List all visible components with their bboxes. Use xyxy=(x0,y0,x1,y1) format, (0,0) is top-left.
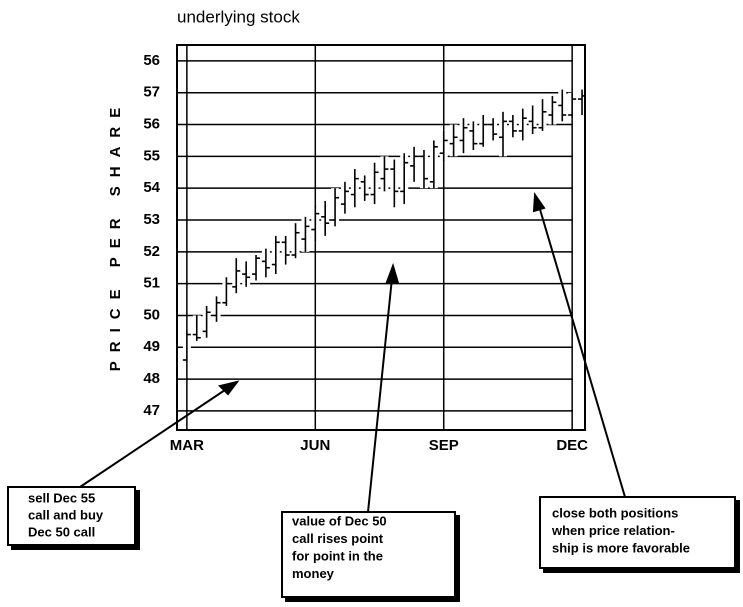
ohlc-bar xyxy=(528,105,537,135)
y-tick-label: 54 xyxy=(143,179,160,196)
annotation-text: sell Dec 55 xyxy=(28,490,95,505)
ohlc-bar xyxy=(538,99,547,131)
ohlc-bar xyxy=(518,108,527,141)
annotation-text: call rises point xyxy=(292,531,384,546)
annotation-text: value of Dec 50 xyxy=(292,513,387,528)
y-tick-label: 48 xyxy=(143,370,160,387)
ohlc-bar xyxy=(182,328,191,364)
ohlc-bar xyxy=(291,223,300,259)
y-tick-label: 57 xyxy=(143,84,160,101)
ohlc-bar xyxy=(459,118,468,154)
ohlc-bar xyxy=(261,248,270,278)
arrow-line xyxy=(367,277,393,513)
x-tick-label: SEP xyxy=(429,437,459,454)
ohlc-bar xyxy=(271,235,280,275)
ohlc-bar xyxy=(469,121,478,150)
x-tick-label: DEC xyxy=(556,437,588,454)
ohlc-bar xyxy=(301,216,310,252)
ohlc-bar xyxy=(202,305,211,338)
ohlc-bar xyxy=(212,296,221,322)
ohlc-bar xyxy=(281,235,290,265)
ohlc-bar xyxy=(400,153,409,205)
arrow-head xyxy=(218,380,240,396)
plot-frame xyxy=(176,44,586,431)
plot-area xyxy=(177,45,587,430)
y-tick-label: 49 xyxy=(143,338,160,355)
ohlc-bar xyxy=(558,89,567,122)
arrow-head xyxy=(385,262,400,285)
ohlc-bar xyxy=(410,146,419,182)
ohlc-bar xyxy=(232,258,241,294)
ohlc-bar xyxy=(321,200,330,236)
ohlc-bar xyxy=(331,188,340,227)
annotation-box xyxy=(539,496,736,569)
ohlc-bar xyxy=(429,140,438,189)
ohlc-bar xyxy=(419,150,428,189)
annotation-text: call and buy xyxy=(28,507,104,522)
y-tick-label: 47 xyxy=(143,402,160,419)
ohlc-bar xyxy=(499,111,508,157)
ohlc-bar xyxy=(439,130,448,163)
y-tick-label: 51 xyxy=(143,275,160,292)
ohlc-bar xyxy=(380,156,389,192)
y-tick-label: 56 xyxy=(143,52,160,69)
ohlc-bar xyxy=(350,169,359,208)
ohlc-bar xyxy=(479,115,488,147)
ohlc-bar xyxy=(192,315,201,341)
y-tick-label: 53 xyxy=(143,211,160,228)
ohlc-bar xyxy=(508,115,517,138)
ohlc-bar xyxy=(360,175,369,201)
y-tick-label: 56 xyxy=(143,116,160,133)
annotation-text: for point in the xyxy=(292,548,383,563)
ohlc-bar xyxy=(252,255,261,281)
arrow-head xyxy=(532,192,546,213)
ohlc-bar xyxy=(489,118,498,141)
arrow-line xyxy=(538,205,626,498)
ohlc-bar xyxy=(311,204,320,243)
ohlc-bar xyxy=(548,95,557,125)
y-axis-label: PRICE PER SHARE xyxy=(107,99,124,372)
annotation-text: when price relation- xyxy=(551,523,675,538)
annotation-text: close both positions xyxy=(552,505,678,520)
annotation-box xyxy=(281,511,456,598)
x-tick-label: JUN xyxy=(300,437,330,454)
ohlc-bar xyxy=(222,277,231,306)
annotation-graphics xyxy=(7,192,740,602)
ohlc-bar xyxy=(340,181,349,214)
annotation-text: ship is more favorable xyxy=(552,540,690,555)
annotation-box xyxy=(7,486,136,546)
y-tick-label: 50 xyxy=(143,306,160,323)
chart-title: underlying stock xyxy=(177,7,300,26)
ohlc-bar xyxy=(568,92,577,119)
arrow-line xyxy=(79,387,229,488)
y-tick-label: 55 xyxy=(143,147,160,164)
ohlc-bar xyxy=(242,261,251,287)
y-tick-label: 52 xyxy=(143,243,160,260)
annotations: sell Dec 55 call and buy Dec 50 call value … xyxy=(28,490,690,581)
annotation-text: Dec 50 call xyxy=(28,524,95,539)
ohlc-bar xyxy=(370,162,379,205)
x-tick-label: MAR xyxy=(170,437,204,454)
ohlc-bar xyxy=(390,159,399,208)
ohlc-bar xyxy=(449,124,458,157)
annotation-text: money xyxy=(292,566,335,581)
